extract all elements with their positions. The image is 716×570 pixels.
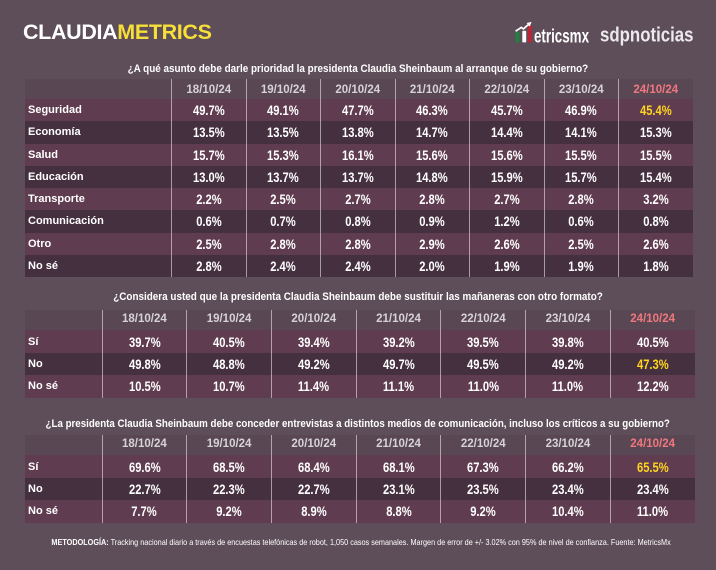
svg-text:etricsmx: etricsmx — [534, 25, 589, 47]
svg-text:sdpnoticias: sdpnoticias — [600, 23, 694, 46]
